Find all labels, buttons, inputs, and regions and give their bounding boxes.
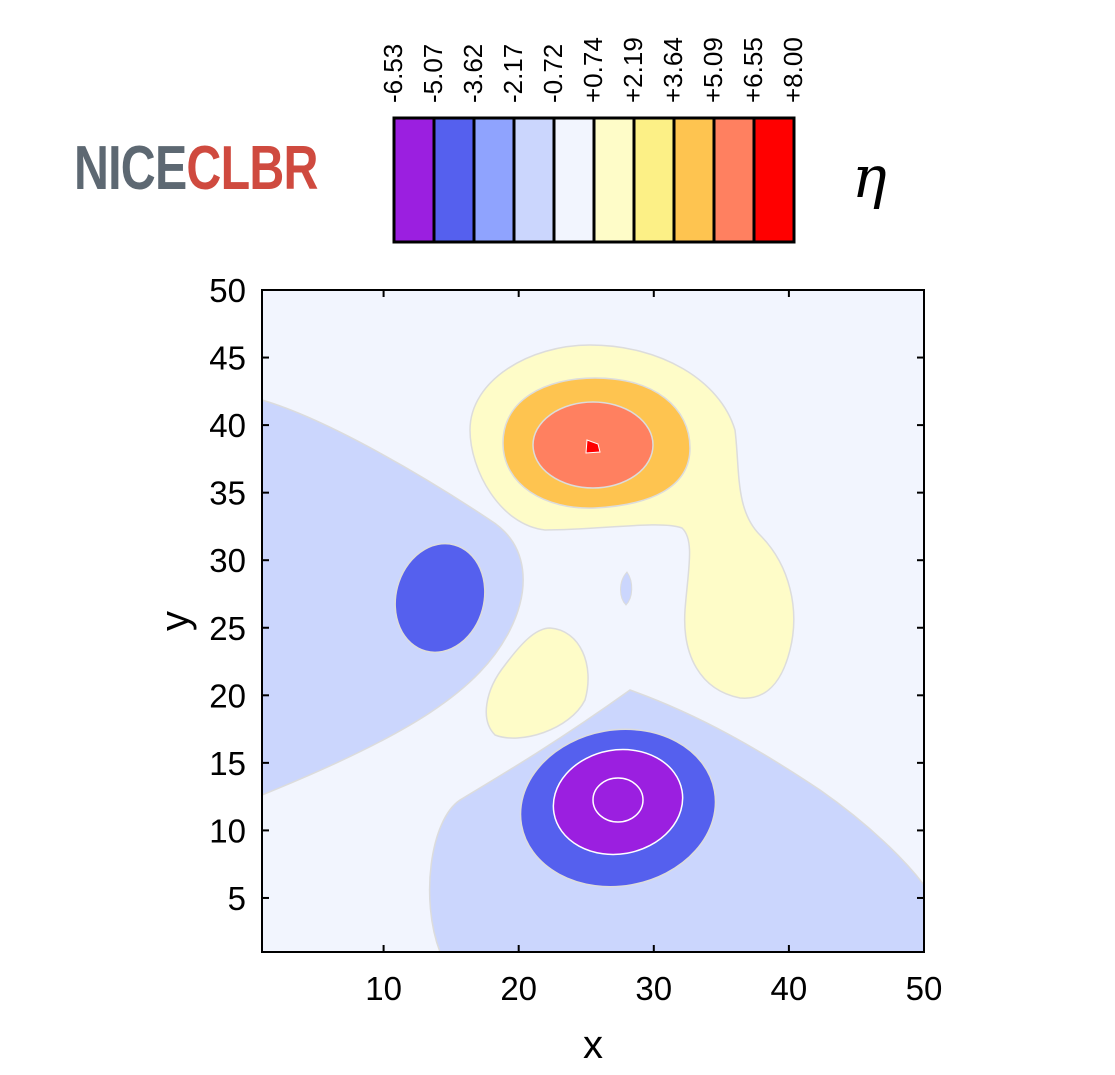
colorbar-level-label: -6.53 bbox=[378, 44, 408, 103]
colorbar-level-label: -5.07 bbox=[418, 44, 448, 103]
x-tick-label: 50 bbox=[906, 970, 943, 1007]
x-axis-title: x bbox=[583, 1023, 603, 1067]
y-tick-label: 30 bbox=[209, 542, 246, 579]
x-tick-label: 20 bbox=[500, 970, 537, 1007]
x-tick-label: 30 bbox=[635, 970, 672, 1007]
colorbar-labels: -6.53 -5.07 -3.62 -2.17 -0.72 +0.74 +2.19 +3.64… bbox=[378, 37, 808, 103]
negative-well-bottom-core-contour bbox=[592, 777, 644, 823]
colorbar-swatch bbox=[392, 116, 436, 244]
logo-part-nice: NICE bbox=[74, 134, 187, 203]
y-tick-label: 50 bbox=[209, 272, 246, 309]
plot-area bbox=[262, 290, 924, 952]
plot-frame bbox=[261, 289, 925, 953]
colorbar-swatch bbox=[512, 116, 556, 244]
y-tick-label: 10 bbox=[209, 812, 246, 849]
colorbar-level-label: -3.62 bbox=[458, 44, 488, 103]
y-tick-label: 35 bbox=[209, 475, 246, 512]
negative-spot-center bbox=[620, 571, 633, 606]
colorbar-frame bbox=[392, 116, 796, 244]
colorbar-level-label: +2.19 bbox=[618, 37, 648, 103]
y-tick-label: 15 bbox=[209, 745, 246, 782]
colorbar-variable-symbol: η bbox=[852, 143, 887, 211]
colorbar-swatch bbox=[712, 116, 756, 244]
negative-well-bottom-inner bbox=[552, 748, 684, 856]
colorbar-level-label: +0.74 bbox=[578, 37, 608, 103]
positive-peak-red bbox=[585, 439, 601, 454]
y-tick-label: 25 bbox=[209, 610, 246, 647]
colorbar-swatch bbox=[672, 116, 716, 244]
colorbar-level-label: +8.00 bbox=[778, 37, 808, 103]
y-tick-label: 5 bbox=[228, 880, 246, 917]
x-tick-label: 10 bbox=[365, 970, 402, 1007]
y-axis-title: y bbox=[153, 611, 197, 631]
y-tick-label: 40 bbox=[209, 407, 246, 444]
negative-well-left bbox=[394, 542, 486, 654]
x-tick-label: 40 bbox=[771, 970, 808, 1007]
colorbar-swatch bbox=[472, 116, 516, 244]
y-axis: 5 10 15 20 25 30 35 40 45 50 bbox=[209, 272, 924, 917]
colorbar-level-label: -2.17 bbox=[498, 44, 528, 103]
colorbar-swatch bbox=[592, 116, 636, 244]
colorbar-swatch bbox=[552, 116, 596, 244]
colorbar-swatch bbox=[632, 116, 676, 244]
colorbar-level-label: -0.72 bbox=[538, 44, 568, 103]
colorbar bbox=[392, 116, 796, 244]
y-tick-label: 20 bbox=[209, 677, 246, 714]
niceclbr-logo: NICECLBR bbox=[74, 138, 318, 200]
x-axis: 10 20 30 40 50 bbox=[365, 290, 942, 1007]
positive-lobe-center-left bbox=[485, 627, 589, 739]
colorbar-level-label: +6.55 bbox=[738, 37, 768, 103]
y-tick-label: 45 bbox=[209, 340, 246, 377]
colorbar-swatch bbox=[432, 116, 476, 244]
colorbar-level-label: +3.64 bbox=[658, 37, 688, 103]
logo-part-clbr: CLBR bbox=[186, 134, 318, 203]
negative-region-left bbox=[262, 399, 524, 796]
colorbar-level-label: +5.09 bbox=[698, 37, 728, 103]
colorbar-swatch bbox=[752, 116, 796, 244]
